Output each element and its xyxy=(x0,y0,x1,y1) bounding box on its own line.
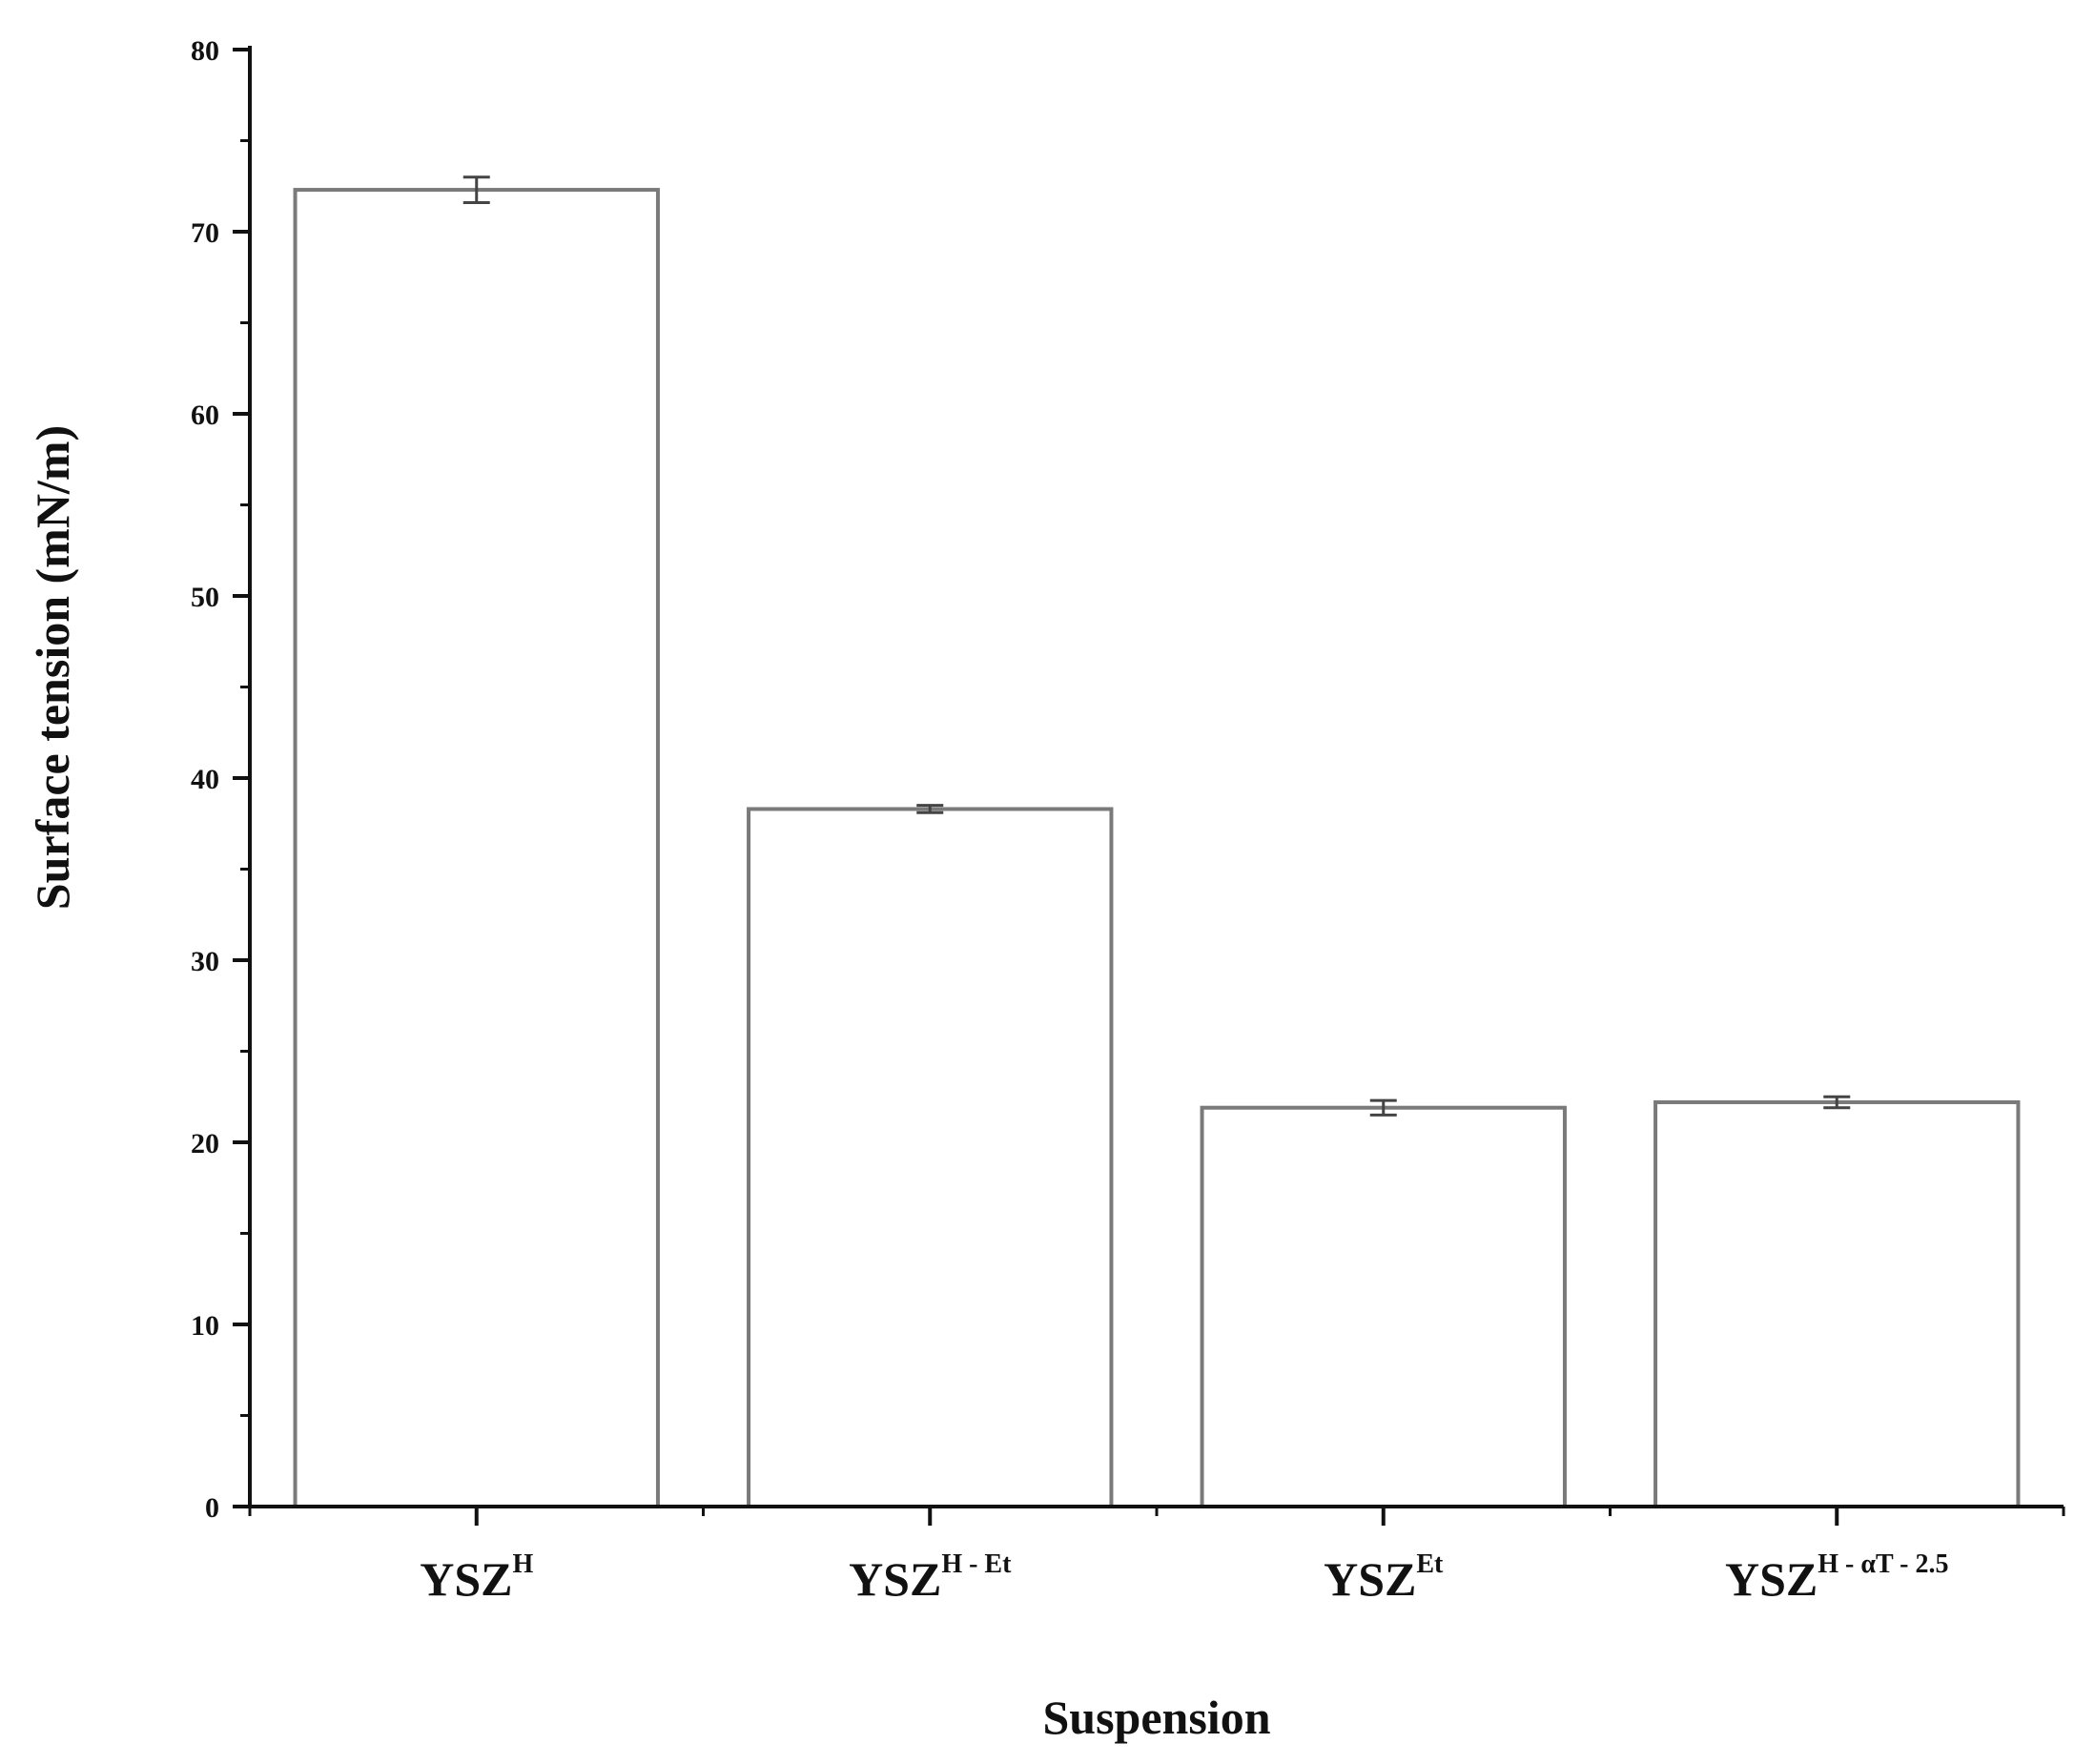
error-bar-2 xyxy=(916,804,944,814)
bar-4 xyxy=(1653,1099,2021,1508)
error-bar-3 xyxy=(1369,1098,1397,1117)
error-bar-1 xyxy=(462,175,490,204)
x-tick-label-3: YSZEt xyxy=(1324,1549,1444,1606)
bars-group xyxy=(293,188,2021,1509)
y-axis-title: Surface tension (mN/m) xyxy=(26,425,79,910)
error-bar-4 xyxy=(1823,1095,1851,1110)
x-tick-label-2: YSZH - Et xyxy=(849,1549,1012,1606)
y-tick-label-70: 70 xyxy=(191,217,219,249)
y-tick-label-80: 80 xyxy=(191,35,219,67)
x-ticks-group: YSZH YSZH - Et YSZEt YSZH - αT - 2.5 xyxy=(248,1507,2065,1606)
x-tick-label-1: YSZH xyxy=(420,1549,533,1606)
y-tick-label-20: 20 xyxy=(191,1128,219,1159)
y-tick-label-40: 40 xyxy=(191,764,219,795)
bar-3 xyxy=(1200,1105,1567,1508)
error-bars-group xyxy=(462,175,1851,1117)
y-tick-label-50: 50 xyxy=(191,582,219,613)
bar-2 xyxy=(747,807,1114,1508)
y-ticks-group: 0 10 20 30 40 50 60 70 80 xyxy=(191,35,250,1524)
y-tick-label-30: 30 xyxy=(191,946,219,977)
y-tick-label-60: 60 xyxy=(191,400,219,431)
y-tick-label-0: 0 xyxy=(205,1492,219,1524)
x-tick-label-4: YSZH - αT - 2.5 xyxy=(1725,1549,1949,1606)
x-axis-title: Suspension xyxy=(1042,1691,1270,1744)
y-tick-label-10: 10 xyxy=(191,1310,219,1342)
bar-1 xyxy=(293,188,660,1509)
